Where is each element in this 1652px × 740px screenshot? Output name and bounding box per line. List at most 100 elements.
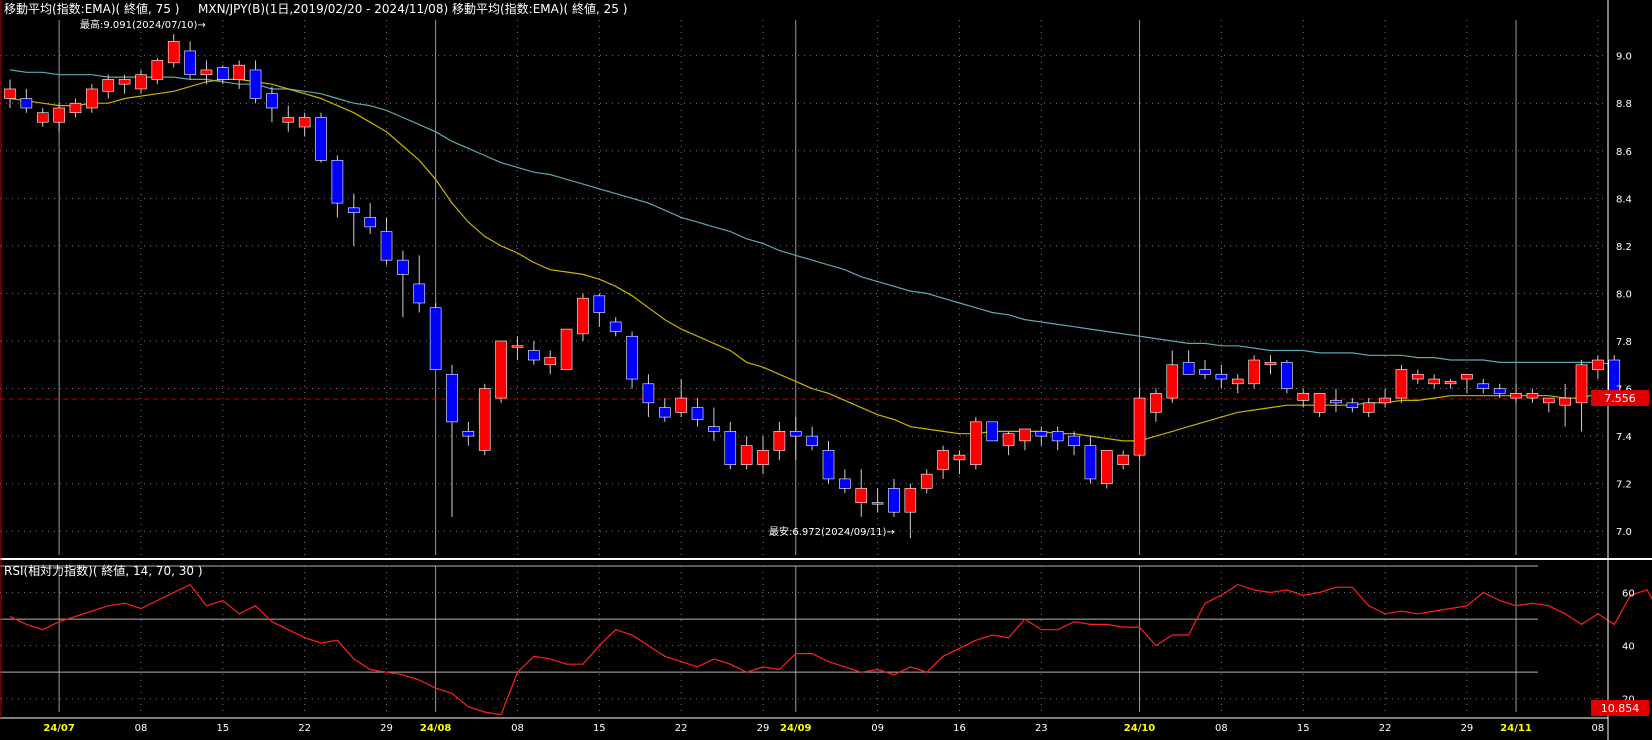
x-tick-label: 22 — [298, 723, 311, 734]
candle-body — [626, 335, 638, 380]
x-tick-label: 22 — [1379, 723, 1392, 734]
rsi-series — [9, 583, 1652, 716]
price-tick-label: 7.8 — [1616, 337, 1632, 348]
candle-body — [364, 217, 376, 228]
candle-body — [20, 98, 33, 109]
price-tick-label: 8.8 — [1616, 99, 1632, 110]
candle-body — [282, 117, 295, 123]
candle-body — [249, 69, 262, 99]
x-tick-label: 09 — [871, 723, 884, 734]
price-badge-bg — [1591, 390, 1649, 406]
x-tick-label: 24/09 — [780, 723, 812, 734]
x-tick-label: 24/11 — [1500, 723, 1532, 734]
x-tick-label: 16 — [953, 723, 966, 734]
rsi-badge-bg — [1591, 700, 1649, 716]
candle-body — [1035, 431, 1048, 437]
candle-body — [118, 79, 131, 85]
candle-body — [1051, 431, 1064, 442]
ema75-line — [9, 69, 1615, 366]
candle-body — [1264, 362, 1277, 366]
candle-body — [871, 502, 884, 505]
candle-body — [429, 307, 442, 370]
candle-body — [151, 60, 164, 80]
candle-body — [298, 117, 311, 128]
candle-body — [937, 450, 949, 470]
low-annotation: 最安:6.972(2024/09/11)→ — [769, 525, 895, 538]
candle-body — [740, 445, 753, 465]
candle-body — [380, 231, 393, 261]
candle-body — [1084, 445, 1097, 480]
price-tick-label: 8.4 — [1616, 194, 1632, 205]
candle-body — [658, 407, 671, 418]
candle-body — [1281, 362, 1293, 389]
candle-body — [1133, 397, 1146, 456]
candle-body — [855, 488, 868, 503]
candle-body — [1346, 402, 1359, 408]
candle-body — [233, 64, 245, 80]
candle-body — [1575, 364, 1588, 404]
candle-body — [413, 283, 426, 304]
candle-body — [822, 450, 835, 480]
candle-body — [1182, 362, 1195, 375]
candle-body — [36, 112, 49, 123]
candle-body — [217, 67, 229, 80]
candle-body — [986, 421, 999, 442]
candle-body — [1444, 381, 1457, 385]
candle-body — [1412, 373, 1424, 380]
candle-body — [1542, 397, 1555, 404]
rsi-line — [9, 583, 1652, 716]
candle-body — [1248, 359, 1260, 385]
candle-body — [1330, 400, 1342, 404]
candle-body — [675, 397, 687, 413]
rsi-tick-label: 40 — [1622, 642, 1635, 653]
symbol-legend: MXN/JPY(B)(1日,2019/02/20 - 2024/11/08) — [198, 2, 449, 16]
price-tick-label: 8.2 — [1616, 242, 1632, 253]
candle-body — [1215, 373, 1228, 380]
x-tick-label: 24/08 — [420, 723, 452, 734]
candle-body — [544, 357, 557, 366]
x-tick-label: 08 — [1592, 723, 1605, 734]
candle-body — [577, 297, 589, 335]
price-tick-label: 7.2 — [1616, 480, 1632, 491]
candle-body — [86, 88, 98, 109]
candle-body — [495, 340, 507, 399]
candle-body — [1510, 393, 1522, 399]
x-tick-label: 29 — [380, 723, 393, 734]
candle-body — [691, 407, 704, 420]
candle-body — [920, 473, 933, 489]
x-tick-label: 22 — [675, 723, 688, 734]
candle-body — [1526, 393, 1539, 399]
y-axis-labels: 9.08.88.68.48.28.07.87.67.47.27.0 — [1616, 52, 1632, 539]
candle-body — [1477, 383, 1490, 389]
candle-body — [102, 79, 115, 92]
candle-body — [953, 454, 966, 461]
candle-body — [446, 373, 458, 423]
candle-body — [593, 295, 606, 313]
candle-body — [904, 488, 917, 513]
high-annotation: 最高:9.091(2024/07/10)→ — [80, 18, 206, 31]
candle-body — [1313, 393, 1326, 413]
x-tick-label: 29 — [1461, 723, 1474, 734]
candle-body — [135, 74, 147, 90]
price-grid — [0, 20, 1608, 555]
price-tick-label: 8.0 — [1616, 289, 1632, 300]
price-badge: 7.556 — [1604, 392, 1636, 405]
candle-body — [1493, 388, 1506, 394]
candle-body — [1231, 378, 1244, 385]
candle-body — [1150, 393, 1162, 413]
x-tick-label: 24/07 — [43, 723, 75, 734]
candle-body — [560, 328, 573, 370]
x-tick-label: 29 — [757, 723, 770, 734]
candle-body — [609, 321, 622, 332]
x-axis-labels: 24/07 08 15 22 29 24/08 08 15 22 29 24/09 09 16 23 24/… — [43, 723, 1604, 734]
candle-body — [347, 207, 360, 213]
candle-body — [789, 431, 802, 437]
candle-body — [511, 345, 524, 348]
price-tick-label: 8.6 — [1616, 147, 1632, 158]
candle-body — [69, 102, 82, 114]
candle-body — [1068, 435, 1080, 446]
candle-body — [1297, 393, 1310, 401]
candle-body — [266, 93, 278, 109]
